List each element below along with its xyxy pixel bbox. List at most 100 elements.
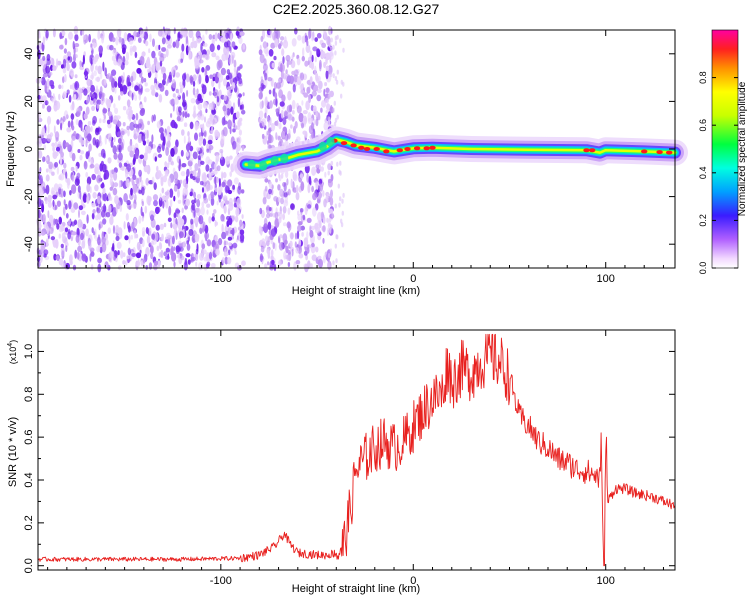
noise-speckle bbox=[59, 173, 65, 181]
noise-speckle bbox=[122, 85, 128, 91]
noise-speckle bbox=[177, 189, 180, 198]
noise-speckle bbox=[157, 29, 163, 37]
noise-speckle bbox=[102, 61, 105, 72]
noise-speckle bbox=[45, 184, 50, 195]
noise-speckle bbox=[181, 129, 185, 136]
noise-speckle bbox=[296, 230, 300, 240]
noise-speckle bbox=[292, 170, 297, 181]
noise-speckle bbox=[163, 222, 167, 228]
noise-speckle bbox=[312, 207, 317, 217]
noise-speckle bbox=[342, 242, 345, 248]
noise-speckle bbox=[74, 47, 79, 53]
noise-speckle bbox=[185, 198, 190, 207]
colorbar-label: Normalized spectral amplitude bbox=[737, 81, 748, 216]
noise-speckle bbox=[189, 191, 193, 197]
noise-speckle bbox=[241, 260, 246, 267]
snr-y-axis-label: SNR (10 * v/v) bbox=[7, 417, 19, 487]
noise-speckle bbox=[279, 101, 285, 107]
noise-speckle bbox=[179, 231, 184, 239]
noise-speckle bbox=[173, 261, 176, 268]
noise-speckle bbox=[261, 118, 267, 127]
noise-speckle bbox=[53, 125, 56, 134]
noise-speckle bbox=[323, 61, 327, 69]
noise-speckle bbox=[112, 187, 118, 196]
noise-speckle bbox=[88, 155, 91, 163]
noise-speckle bbox=[220, 202, 223, 207]
noise-speckle bbox=[208, 251, 213, 260]
noise-speckle bbox=[68, 31, 73, 40]
noise-speckle bbox=[166, 232, 171, 238]
noise-speckle bbox=[231, 41, 236, 48]
noise-speckle bbox=[126, 76, 130, 87]
noise-speckle bbox=[130, 187, 133, 196]
signal-blob bbox=[326, 136, 335, 147]
noise-speckle bbox=[67, 231, 72, 240]
noise-speckle bbox=[199, 136, 204, 141]
signal-blob bbox=[280, 153, 289, 164]
noise-speckle bbox=[99, 86, 103, 95]
noise-speckle bbox=[141, 51, 146, 57]
noise-speckle bbox=[141, 227, 146, 234]
noise-speckle bbox=[258, 110, 264, 119]
noise-speckle bbox=[194, 216, 199, 224]
noise-speckle bbox=[336, 234, 339, 240]
noise-speckle bbox=[45, 174, 50, 182]
noise-speckle bbox=[88, 34, 91, 43]
noise-speckle bbox=[169, 99, 174, 105]
noise-speckle bbox=[311, 185, 314, 193]
noise-speckle bbox=[282, 117, 287, 126]
noise-speckle bbox=[264, 112, 267, 119]
noise-speckle bbox=[235, 111, 240, 119]
noise-speckle bbox=[267, 221, 272, 231]
noise-speckle bbox=[46, 115, 52, 125]
noise-speckle bbox=[287, 90, 292, 101]
noise-speckle bbox=[340, 93, 343, 99]
noise-speckle bbox=[233, 66, 237, 73]
noise-speckle bbox=[146, 129, 149, 139]
noise-speckle bbox=[295, 260, 301, 265]
noise-speckle bbox=[297, 221, 303, 226]
x-tick-label: 0 bbox=[410, 575, 416, 587]
y-tick-label: 0.4 bbox=[23, 472, 35, 487]
noise-speckle bbox=[323, 198, 327, 208]
noise-speckle bbox=[217, 59, 223, 69]
noise-speckle bbox=[169, 188, 174, 198]
noise-speckle bbox=[59, 147, 63, 158]
noise-speckle bbox=[47, 123, 50, 134]
noise-speckle bbox=[324, 171, 327, 178]
noise-speckle bbox=[130, 109, 134, 116]
noise-speckle bbox=[88, 240, 92, 251]
colorbar-gradient bbox=[712, 30, 738, 268]
noise-speckle bbox=[198, 158, 201, 169]
noise-speckle bbox=[69, 190, 72, 196]
noise-speckle bbox=[117, 250, 120, 256]
noise-speckle bbox=[139, 154, 144, 160]
noise-speckle bbox=[341, 210, 344, 216]
noise-speckle bbox=[188, 50, 192, 60]
noise-speckle bbox=[70, 236, 73, 242]
noise-speckle bbox=[239, 31, 245, 37]
noise-speckle bbox=[158, 50, 162, 57]
colorbar-tick-label: 0.0 bbox=[698, 262, 708, 275]
noise-speckle bbox=[292, 83, 296, 93]
noise-speckle bbox=[220, 37, 226, 43]
noise-speckle bbox=[330, 174, 334, 182]
noise-speckle bbox=[74, 54, 78, 59]
noise-speckle bbox=[107, 192, 112, 201]
noise-speckle bbox=[66, 63, 70, 72]
noise-speckle bbox=[52, 28, 56, 38]
noise-speckle bbox=[168, 71, 172, 81]
noise-speckle bbox=[153, 199, 158, 207]
noise-speckle bbox=[178, 164, 181, 172]
noise-speckle bbox=[220, 214, 225, 222]
noise-speckle bbox=[86, 214, 89, 224]
noise-speckle bbox=[80, 30, 83, 36]
noise-speckle bbox=[69, 84, 73, 90]
noise-speckle bbox=[73, 202, 79, 210]
noise-speckle bbox=[82, 54, 85, 65]
noise-speckle bbox=[42, 73, 48, 78]
noise-speckle bbox=[180, 149, 184, 157]
noise-speckle bbox=[76, 172, 81, 179]
noise-speckle bbox=[97, 257, 102, 264]
noise-speckle bbox=[74, 178, 80, 187]
